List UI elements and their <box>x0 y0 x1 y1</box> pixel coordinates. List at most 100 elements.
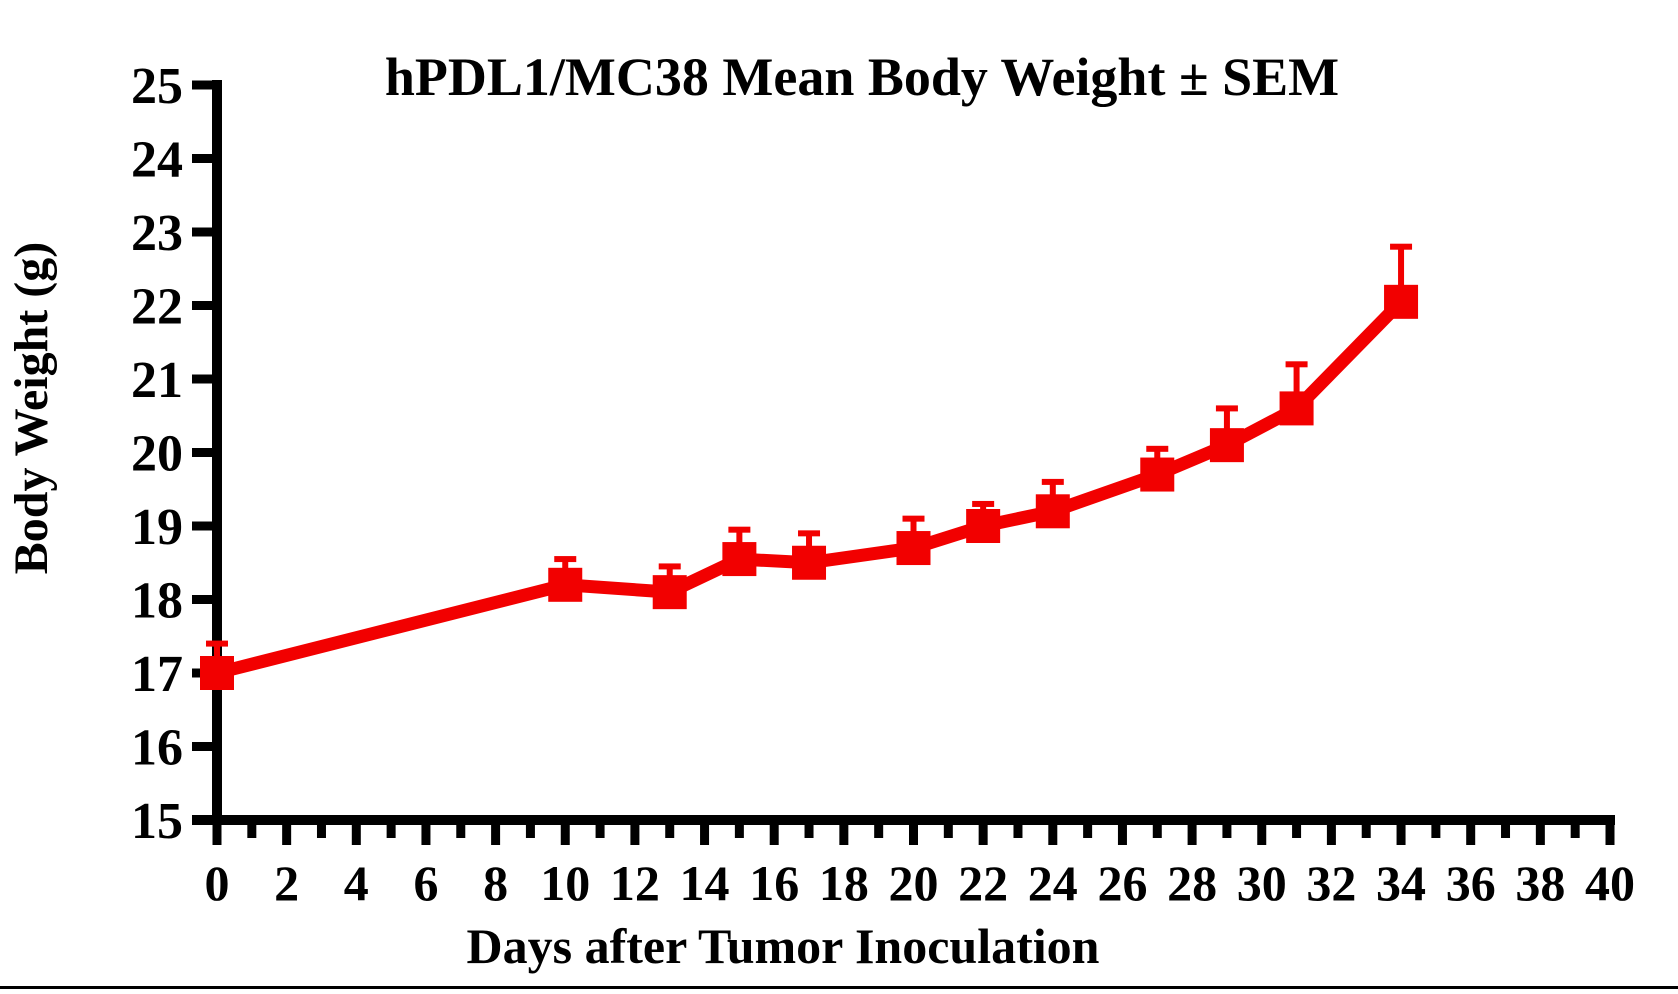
x-major-tick <box>421 825 431 845</box>
x-tick-label: 18 <box>819 855 869 911</box>
data-point-marker <box>548 567 583 602</box>
data-point-marker <box>1279 391 1314 426</box>
data-point-marker <box>652 575 687 610</box>
x-major-tick <box>1326 825 1336 845</box>
data-point-marker <box>896 531 931 566</box>
x-tick-label: 8 <box>483 855 508 911</box>
error-bar-cap <box>1285 361 1308 368</box>
x-tick-label: 14 <box>680 855 730 911</box>
x-major-tick <box>1187 825 1197 845</box>
error-bar-cap <box>658 563 681 570</box>
error-bar-stem <box>1223 408 1230 446</box>
data-point-marker <box>1140 457 1175 492</box>
x-tick-label: 26 <box>1097 855 1147 911</box>
y-tick-label: 24 <box>131 132 183 189</box>
data-point-marker <box>1035 494 1070 529</box>
x-major-tick <box>351 825 361 845</box>
y-tick <box>192 595 217 604</box>
x-tick-label: 24 <box>1028 855 1078 911</box>
y-tick-label: 22 <box>131 279 183 336</box>
x-major-tick <box>1048 825 1058 845</box>
error-bar-cap <box>1146 445 1169 452</box>
x-minor-tick <box>1152 825 1162 838</box>
x-tick-label: 36 <box>1446 855 1496 911</box>
x-minor-tick <box>734 825 744 838</box>
x-minor-tick <box>247 825 257 838</box>
x-major-tick <box>1257 825 1267 845</box>
x-major-tick <box>1117 825 1127 845</box>
x-minor-tick <box>1222 825 1232 838</box>
x-minor-tick <box>943 825 953 838</box>
x-major-tick <box>909 825 918 845</box>
y-tick <box>192 448 217 457</box>
error-bar-cap <box>1215 405 1238 412</box>
x-tick-label: 16 <box>749 855 799 911</box>
y-tick-label: 25 <box>131 58 183 115</box>
x-tick-label: 30 <box>1237 855 1287 911</box>
y-tick <box>192 227 217 237</box>
x-tick-label: 10 <box>540 855 590 911</box>
x-minor-tick <box>525 825 535 838</box>
error-bar-cap <box>902 515 925 522</box>
chart-title: hPDL1/MC38 Mean Body Weight ± SEM <box>385 47 1339 107</box>
x-tick-label: 6 <box>413 855 438 911</box>
x-tick-label: 34 <box>1376 855 1426 911</box>
error-bar-cap <box>1041 478 1064 485</box>
y-tick-label: 18 <box>131 573 183 630</box>
x-minor-tick <box>665 825 675 838</box>
x-tick-label: 2 <box>274 855 299 911</box>
x-major-tick <box>1466 825 1476 845</box>
data-point-marker <box>966 509 1001 543</box>
error-bar-cap <box>1390 243 1413 250</box>
y-tick <box>192 815 217 825</box>
x-minor-tick <box>1361 825 1371 838</box>
x-minor-tick <box>386 825 396 838</box>
x-tick-label: 0 <box>205 855 230 911</box>
x-axis-label: Days after Tumor Inoculation <box>467 918 1100 974</box>
x-tick-label: 22 <box>958 855 1008 911</box>
x-tick-label: 12 <box>610 855 660 911</box>
y-tick-label: 21 <box>131 352 183 409</box>
x-tick-label: 32 <box>1306 855 1356 911</box>
y-tick <box>192 374 217 384</box>
error-bar-cap <box>798 530 821 537</box>
y-tick-label: 17 <box>131 646 183 703</box>
x-major-tick <box>978 825 988 845</box>
x-minor-tick <box>316 825 326 838</box>
series-line <box>215 297 1406 680</box>
x-minor-tick <box>1292 825 1302 838</box>
x-tick-label: 4 <box>344 855 369 911</box>
x-tick-label: 38 <box>1515 855 1565 911</box>
x-tick-label: 28 <box>1167 855 1217 911</box>
x-axis-line <box>192 815 1615 825</box>
data-point-marker <box>722 542 757 577</box>
x-major-tick <box>839 825 849 845</box>
x-minor-tick <box>1083 825 1093 838</box>
x-major-tick <box>630 825 640 845</box>
x-major-tick <box>1396 825 1406 845</box>
x-minor-tick <box>1501 825 1511 838</box>
x-minor-tick <box>1013 825 1023 838</box>
x-minor-tick <box>874 825 884 838</box>
y-tick-label: 16 <box>131 720 183 777</box>
y-tick <box>192 742 217 751</box>
x-minor-tick <box>804 825 814 838</box>
error-bar-cap <box>972 500 995 507</box>
error-bar-cap <box>554 556 577 563</box>
y-tick-label: 15 <box>131 793 183 850</box>
x-minor-tick <box>1570 825 1580 838</box>
x-tick-label: 20 <box>889 855 939 911</box>
error-bar-stem <box>1398 246 1405 302</box>
x-major-tick <box>560 825 570 845</box>
y-tick <box>192 154 217 163</box>
x-tick-label: 40 <box>1585 855 1635 911</box>
y-axis-label: Body Weight (g) <box>5 242 58 574</box>
error-bar-cap <box>206 640 228 647</box>
x-major-tick <box>1605 825 1615 845</box>
data-point-marker <box>1384 284 1419 319</box>
data-point-marker <box>200 656 234 690</box>
y-tick <box>192 301 217 310</box>
y-tick-label: 23 <box>131 205 183 262</box>
